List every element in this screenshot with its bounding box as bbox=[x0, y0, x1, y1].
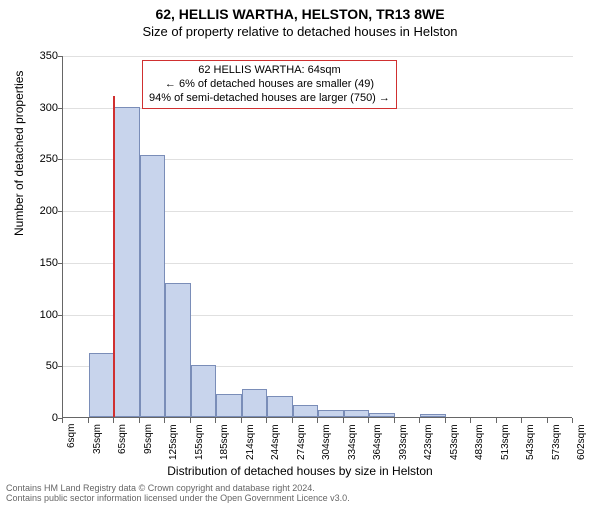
histogram-bar bbox=[420, 414, 446, 417]
histogram-bar bbox=[89, 353, 115, 417]
xtick-mark bbox=[292, 418, 293, 423]
histogram-bar bbox=[191, 365, 217, 417]
histogram-bar bbox=[242, 389, 268, 417]
x-axis-label: Distribution of detached houses by size … bbox=[0, 464, 600, 478]
xtick-mark bbox=[445, 418, 446, 423]
histogram-bar bbox=[114, 107, 140, 417]
xtick-label: 65sqm bbox=[117, 424, 128, 454]
histogram-bar bbox=[344, 410, 370, 417]
xtick-mark bbox=[496, 418, 497, 423]
chart-plot-area: 62 HELLIS WARTHA: 64sqm ← 6% of detached… bbox=[62, 56, 572, 418]
grid-line bbox=[63, 56, 573, 57]
ytick-mark bbox=[58, 315, 63, 316]
xtick-label: 95sqm bbox=[143, 424, 154, 454]
ytick-label: 200 bbox=[18, 205, 58, 217]
xtick-mark bbox=[190, 418, 191, 423]
xtick-mark bbox=[368, 418, 369, 423]
ytick-label: 250 bbox=[18, 153, 58, 165]
xtick-mark bbox=[241, 418, 242, 423]
ytick-label: 50 bbox=[18, 360, 58, 372]
xtick-label: 244sqm bbox=[270, 424, 281, 460]
xtick-label: 185sqm bbox=[219, 424, 230, 460]
info-callout-box: 62 HELLIS WARTHA: 64sqm ← 6% of detached… bbox=[142, 60, 397, 109]
xtick-label: 602sqm bbox=[576, 424, 587, 460]
ytick-mark bbox=[58, 56, 63, 57]
xtick-mark bbox=[113, 418, 114, 423]
ytick-mark bbox=[58, 108, 63, 109]
plot-frame bbox=[62, 56, 572, 418]
xtick-mark bbox=[88, 418, 89, 423]
xtick-mark bbox=[547, 418, 548, 423]
xtick-label: 483sqm bbox=[474, 424, 485, 460]
xtick-mark bbox=[164, 418, 165, 423]
xtick-label: 35sqm bbox=[92, 424, 103, 454]
xtick-label: 453sqm bbox=[449, 424, 460, 460]
xtick-label: 364sqm bbox=[372, 424, 383, 460]
ytick-label: 350 bbox=[18, 50, 58, 62]
info-line-3: 94% of semi-detached houses are larger (… bbox=[149, 92, 390, 106]
xtick-label: 573sqm bbox=[551, 424, 562, 460]
ytick-mark bbox=[58, 263, 63, 264]
ytick-mark bbox=[58, 211, 63, 212]
page-subtitle: Size of property relative to detached ho… bbox=[0, 24, 600, 39]
xtick-label: 423sqm bbox=[423, 424, 434, 460]
info-line-2: ← 6% of detached houses are smaller (49) bbox=[149, 78, 390, 92]
xtick-label: 6sqm bbox=[66, 424, 77, 448]
xtick-mark bbox=[572, 418, 573, 423]
xtick-mark bbox=[139, 418, 140, 423]
xtick-mark bbox=[419, 418, 420, 423]
histogram-bar bbox=[293, 405, 319, 417]
info-line-1: 62 HELLIS WARTHA: 64sqm bbox=[149, 64, 390, 78]
histogram-bar bbox=[318, 410, 344, 417]
xtick-label: 155sqm bbox=[194, 424, 205, 460]
ytick-label: 100 bbox=[18, 309, 58, 321]
ytick-mark bbox=[58, 159, 63, 160]
footer-attribution: Contains HM Land Registry data © Crown c… bbox=[6, 484, 350, 504]
xtick-mark bbox=[62, 418, 63, 423]
footer-line-2: Contains public sector information licen… bbox=[6, 494, 350, 504]
xtick-label: 543sqm bbox=[525, 424, 536, 460]
xtick-label: 125sqm bbox=[168, 424, 179, 460]
xtick-label: 274sqm bbox=[296, 424, 307, 460]
xtick-mark bbox=[343, 418, 344, 423]
ytick-mark bbox=[58, 366, 63, 367]
histogram-bar bbox=[267, 396, 293, 417]
xtick-label: 304sqm bbox=[321, 424, 332, 460]
xtick-mark bbox=[521, 418, 522, 423]
xtick-mark bbox=[394, 418, 395, 423]
property-marker-line bbox=[113, 96, 115, 417]
histogram-bar bbox=[216, 394, 242, 417]
xtick-label: 214sqm bbox=[245, 424, 256, 460]
histogram-bar bbox=[140, 155, 166, 417]
xtick-mark bbox=[470, 418, 471, 423]
xtick-mark bbox=[266, 418, 267, 423]
ytick-label: 0 bbox=[18, 412, 58, 424]
xtick-label: 513sqm bbox=[500, 424, 511, 460]
ytick-label: 300 bbox=[18, 102, 58, 114]
xtick-label: 393sqm bbox=[398, 424, 409, 460]
xtick-mark bbox=[215, 418, 216, 423]
histogram-bar bbox=[165, 283, 191, 417]
xtick-mark bbox=[317, 418, 318, 423]
ytick-label: 150 bbox=[18, 257, 58, 269]
histogram-bar bbox=[369, 413, 395, 417]
xtick-label: 334sqm bbox=[347, 424, 358, 460]
page-title: 62, HELLIS WARTHA, HELSTON, TR13 8WE bbox=[0, 6, 600, 22]
